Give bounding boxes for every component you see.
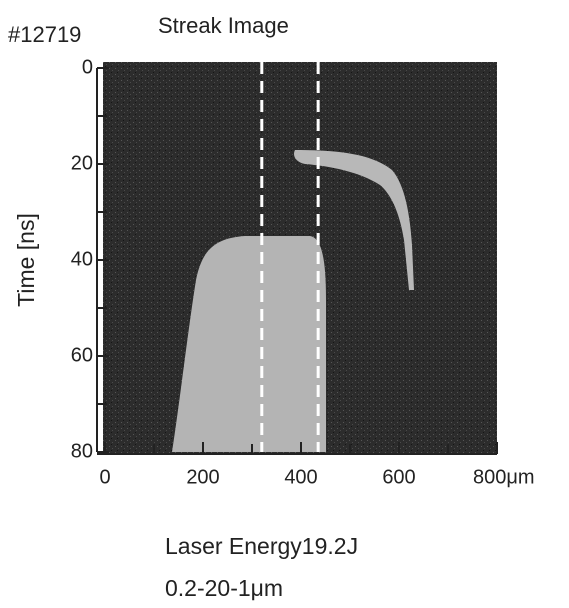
x-tick-label: 800μm xyxy=(473,466,535,488)
caption-line: 0.2-20-1μm xyxy=(165,575,283,601)
y-axis-label: Time [ns] xyxy=(13,213,39,307)
chart-title: Streak Image xyxy=(158,13,289,38)
streak-bright-region xyxy=(172,236,326,452)
y-tick-label: 60 xyxy=(71,344,93,366)
x-tick-label: 200 xyxy=(186,466,219,488)
y-tick-label: 0 xyxy=(82,56,93,78)
shot-number: #12719 xyxy=(8,22,81,47)
x-tick-label: 0 xyxy=(99,466,110,488)
y-tick-label: 80 xyxy=(71,440,93,462)
y-tick-label: 20 xyxy=(71,152,93,174)
x-tick-label: 400 xyxy=(284,466,317,488)
streak-tail xyxy=(294,150,414,290)
caption-line: Laser Energy19.2J xyxy=(165,533,358,559)
plot: 0 20 40 60 80 0 200 400 600 800μm xyxy=(71,56,535,488)
y-tick-label: 40 xyxy=(71,248,93,270)
x-tick-label: 600 xyxy=(382,466,415,488)
